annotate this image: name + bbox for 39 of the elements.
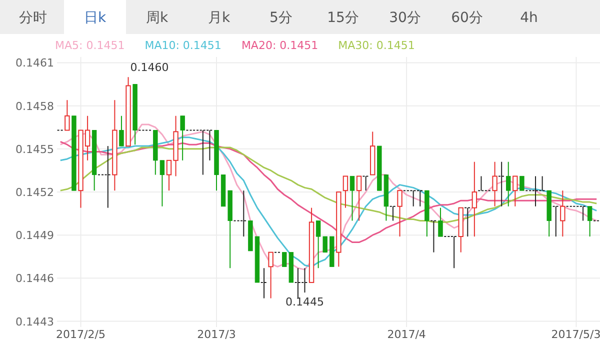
x-tick-label: 2017/2/5 [56,328,106,340]
candlestick [397,190,402,238]
y-tick-label: 0.1455 [16,142,54,156]
candlestick [472,161,478,238]
y-tick-label: 0.1452 [16,186,54,199]
candlestick [342,176,348,208]
line-series [60,140,598,244]
y-tick-label: 0.1458 [16,100,54,113]
candlestick [316,220,321,269]
candlestick [552,206,560,238]
candlestick [64,100,70,131]
candlestick [356,176,362,222]
candlestick [119,115,124,147]
candlestick [362,176,370,192]
candlestick [506,161,511,207]
x-tick-label: 2017/3 [197,328,236,340]
candlestick [492,161,498,207]
candlestick [520,176,524,192]
candlestick [160,160,165,207]
x-tick-label: 2017/5/3 [551,328,600,340]
x-tick-label: 2017/4 [387,328,426,340]
y-tick-label: 0.1461 [16,56,54,70]
y-tick-label: 0.1449 [16,229,54,242]
candlestick [430,220,438,253]
candlestick [268,252,274,299]
candlestick [322,236,328,253]
candlestick [350,176,355,222]
candlestick [438,207,443,238]
y-tick-label: 0.1446 [16,272,54,286]
tabs: 分时 日k 周k 月k 5分 15分 30分 60分 4h [0,0,600,34]
candlestick [587,206,592,238]
candlestick [560,190,566,238]
legend: MA5: 0.1451 MA10: 0.1451 MA20: 0.1451 MA30: 0.1451 [55,39,415,52]
annotation: 0.1445 [285,296,324,309]
candlestick [180,115,185,161]
y-tick-label: 0.1443 [16,315,54,328]
candlestick [512,176,518,207]
annotation: 0.1460 [130,61,169,74]
candlestick [464,207,472,238]
